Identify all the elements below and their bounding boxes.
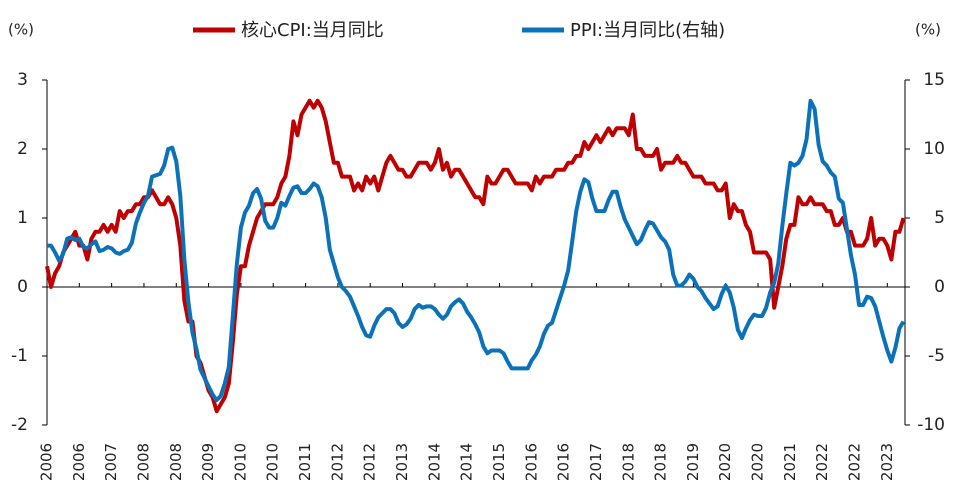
series-line bbox=[47, 98, 906, 403]
y2-tick-label: 5 bbox=[934, 208, 945, 228]
x-tick-label: 2007 bbox=[102, 443, 120, 481]
y2-tick-label: 10 bbox=[923, 139, 945, 159]
x-tick-label: 2023 bbox=[878, 443, 896, 481]
series-line bbox=[45, 98, 906, 414]
legend-label: PPI:当月同比(右轴) bbox=[570, 20, 725, 41]
x-tick-label: 2013 bbox=[393, 443, 411, 481]
legend-label: 核心CPI:当月同比 bbox=[241, 20, 384, 41]
x-tick-label: 2020 bbox=[716, 443, 734, 481]
x-tick-label: 2012 bbox=[361, 443, 379, 481]
x-tick-label: 2008 bbox=[167, 443, 185, 481]
x-tick-label: 2018 bbox=[619, 443, 637, 481]
x-tick-label: 2021 bbox=[781, 443, 799, 481]
x-tick-label: 2008 bbox=[134, 443, 152, 481]
y2-tick-label: 15 bbox=[923, 70, 945, 90]
x-tick-label: 2017 bbox=[587, 443, 605, 481]
y-tick-label: -1 bbox=[11, 346, 28, 366]
x-tick-label: 2006 bbox=[70, 443, 88, 481]
x-tick-label: 2009 bbox=[199, 443, 217, 481]
x-tick-label: 2020 bbox=[749, 443, 767, 481]
x-tick-label: 2016 bbox=[522, 443, 540, 481]
x-tick-label: 2010 bbox=[264, 443, 282, 481]
y2-tick-label: -10 bbox=[917, 415, 945, 435]
x-tick-label: 2018 bbox=[652, 443, 670, 481]
y2-tick-label: 0 bbox=[934, 277, 945, 297]
x-tick-label: 2012 bbox=[328, 443, 346, 481]
x-tick-label: 2016 bbox=[555, 443, 573, 481]
y-tick-label: -2 bbox=[11, 415, 28, 435]
x-tick-label: 2014 bbox=[458, 443, 476, 481]
x-tick-label: 2015 bbox=[490, 443, 508, 481]
x-tick-label: 2011 bbox=[296, 443, 314, 481]
x-tick-label: 2022 bbox=[846, 443, 864, 481]
y-tick-label: 1 bbox=[17, 208, 28, 228]
x-tick-label: 2006 bbox=[38, 443, 56, 481]
y-tick-label: 3 bbox=[17, 70, 28, 90]
x-tick-label: 2019 bbox=[684, 443, 702, 481]
y-tick-label: 2 bbox=[17, 139, 28, 159]
y2-unit: (%) bbox=[915, 21, 941, 39]
y-unit: (%) bbox=[8, 21, 34, 39]
x-tick-label: 2010 bbox=[231, 443, 249, 481]
x-tick-label: 2014 bbox=[425, 443, 443, 481]
x-tick-label: 2022 bbox=[813, 443, 831, 481]
y2-tick-label: -5 bbox=[928, 346, 945, 366]
y-tick-label: 0 bbox=[17, 277, 28, 297]
